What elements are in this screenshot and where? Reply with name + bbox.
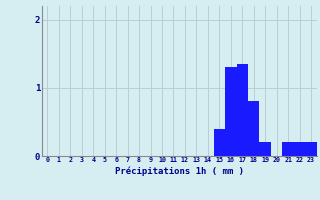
Bar <box>225 67 236 156</box>
Bar <box>214 129 225 156</box>
X-axis label: Précipitations 1h ( mm ): Précipitations 1h ( mm ) <box>115 166 244 176</box>
Bar <box>305 142 317 156</box>
Bar <box>282 142 294 156</box>
Bar <box>236 64 248 156</box>
Bar <box>294 142 305 156</box>
Bar <box>260 142 271 156</box>
Bar <box>248 101 260 156</box>
